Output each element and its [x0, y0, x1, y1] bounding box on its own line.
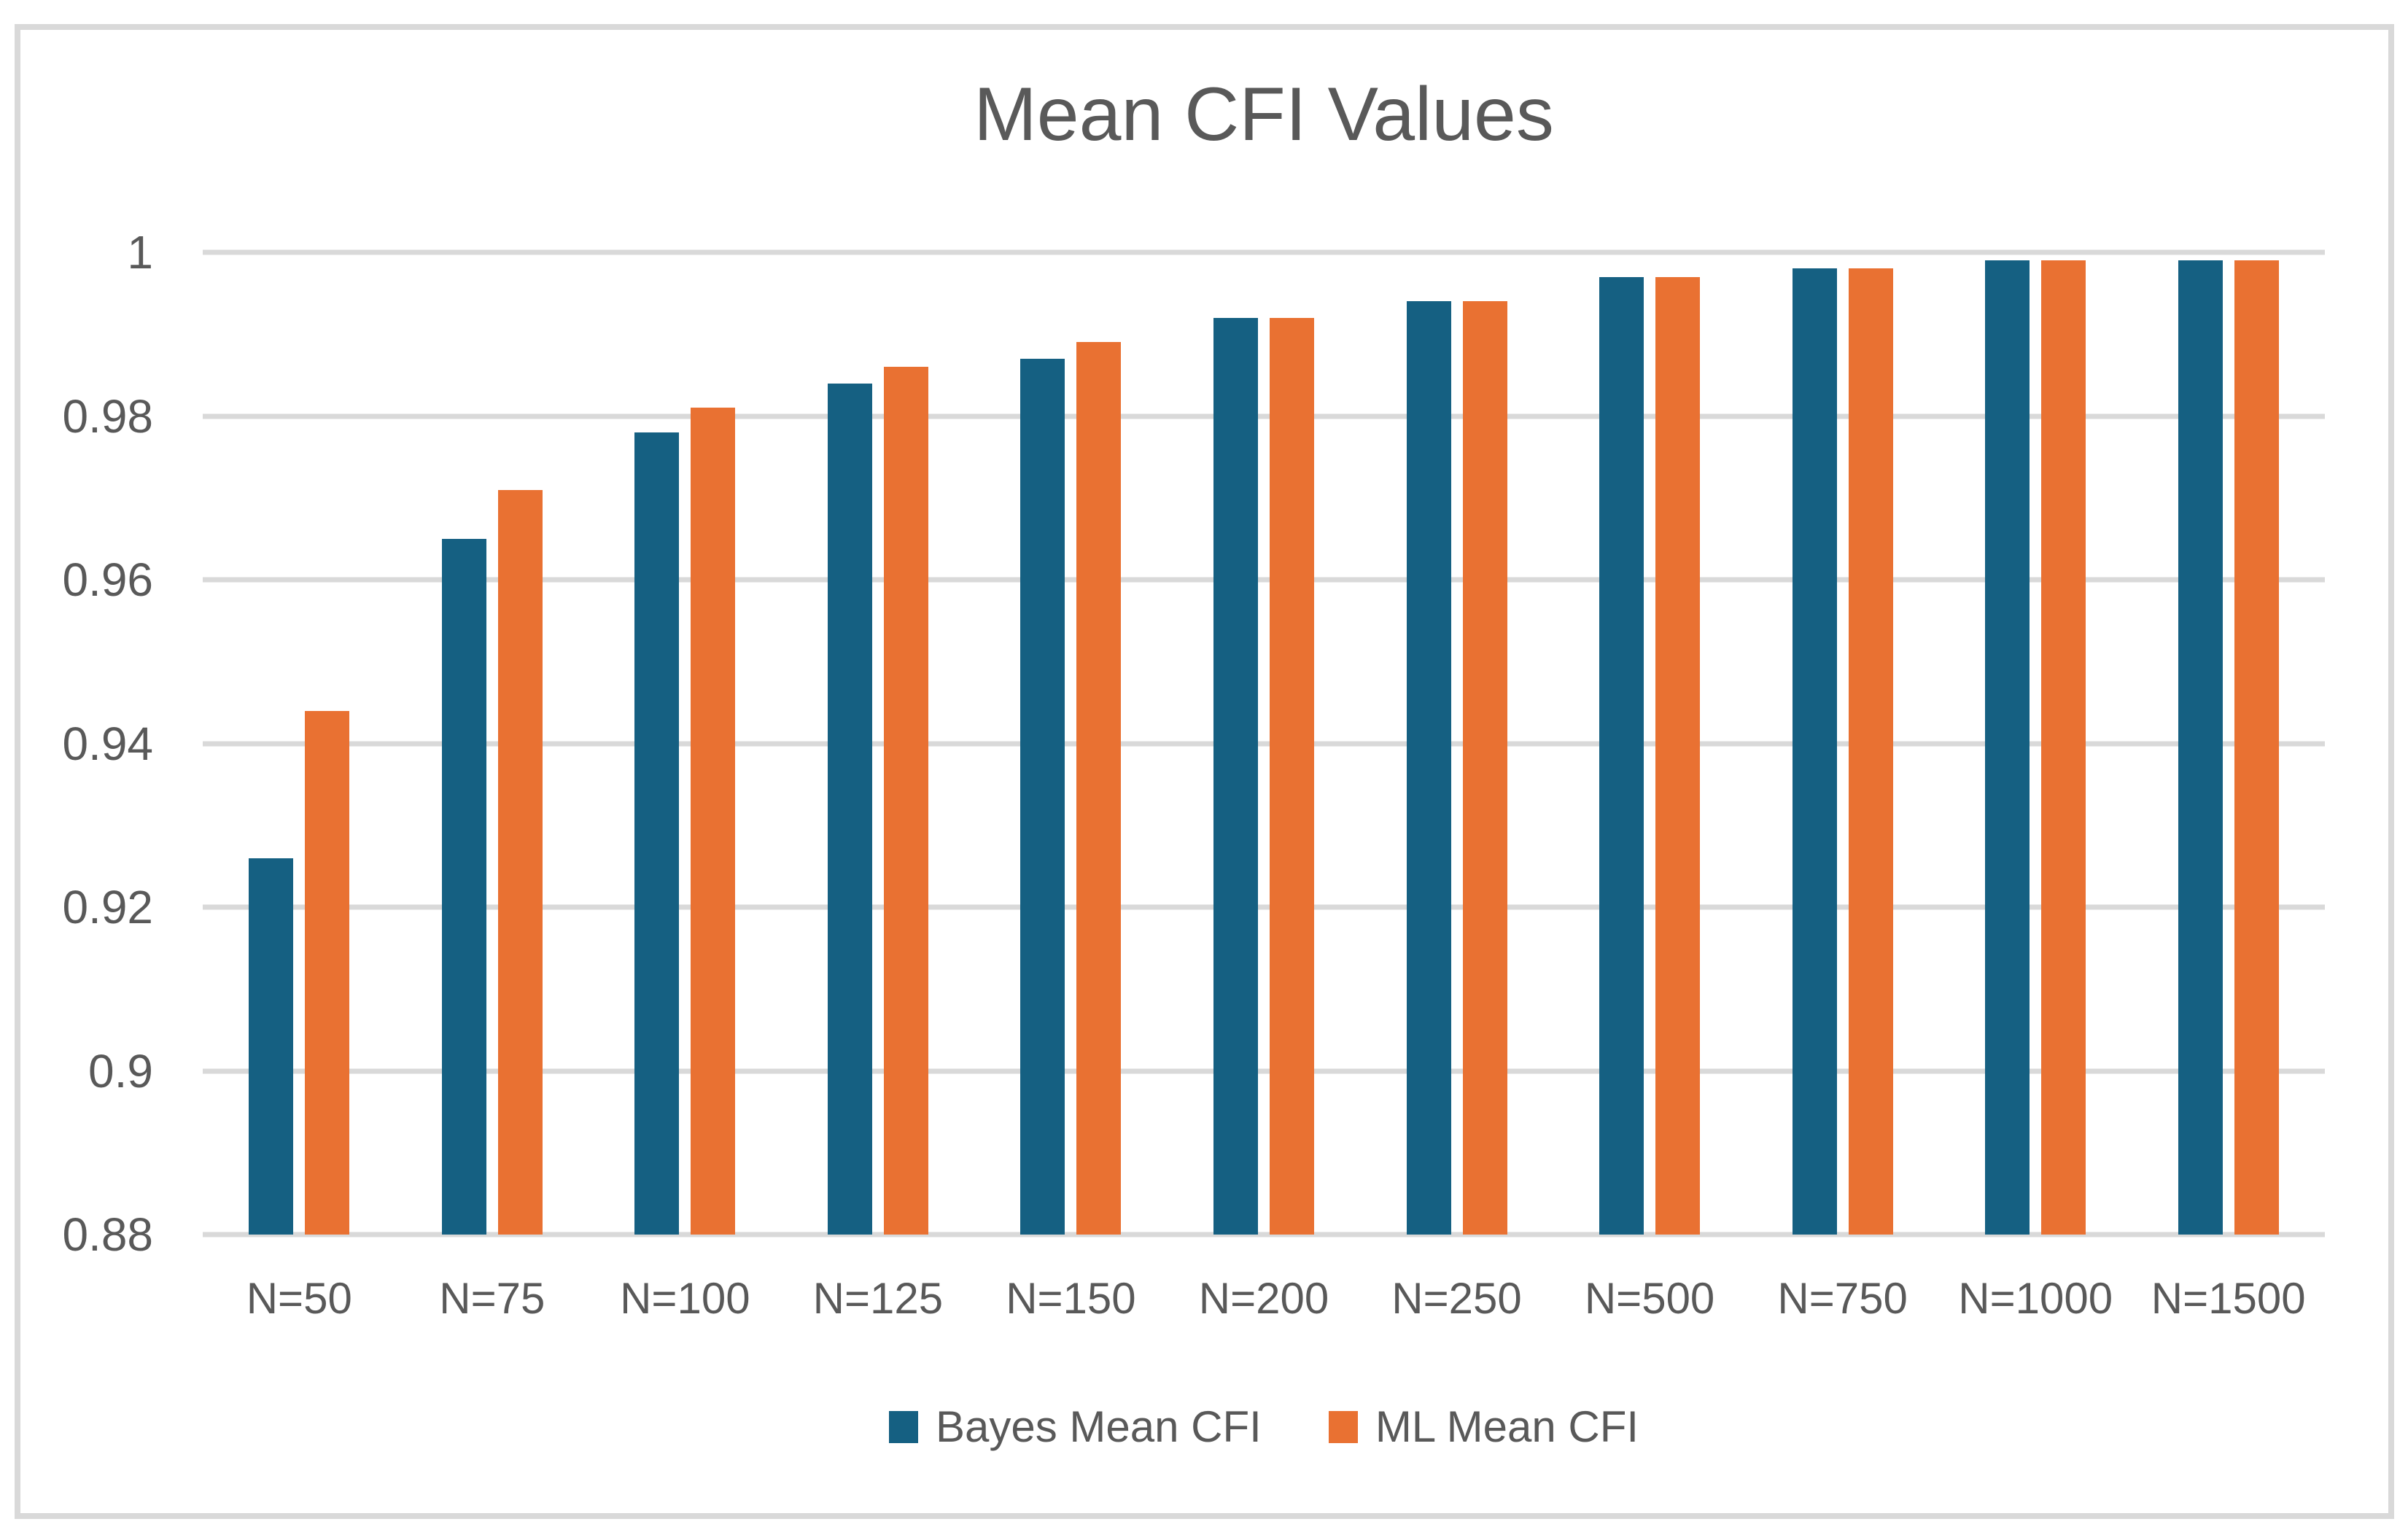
y-tick-label: 0.98 [62, 389, 153, 443]
bar-bayes-mean-cfi [249, 858, 294, 1235]
legend-swatch-icon [1328, 1411, 1358, 1443]
chart-title: Mean CFI Values [974, 72, 1554, 157]
bar-bayes-mean-cfi [1599, 276, 1644, 1235]
bar-group [1553, 252, 1747, 1235]
x-tick-label: N=200 [1198, 1274, 1329, 1323]
y-tick-label: 1 [127, 226, 153, 279]
bar-group [589, 252, 782, 1235]
x-tick-label: N=125 [812, 1274, 944, 1323]
bar-groups [203, 252, 2325, 1235]
x-tick-label: N=150 [1006, 1274, 1136, 1323]
gridline [203, 904, 2325, 910]
gridline [203, 1232, 2325, 1237]
y-tick-label: 0.88 [62, 1208, 153, 1261]
bar-group [974, 252, 1168, 1235]
plot-area [203, 249, 2325, 1237]
legend-item: Bayes Mean CFI [888, 1402, 1262, 1451]
bar-ml-mean-cfi [1655, 276, 1701, 1235]
bar-bayes-mean-cfi [1792, 268, 1837, 1235]
bar-bayes-mean-cfi [1406, 301, 1451, 1235]
x-tick-label: N=100 [620, 1274, 750, 1323]
y-axis: 0.88 0.9 0.92 0.94 0.96 0.98 1 [29, 229, 153, 1258]
bar-group [1360, 252, 1553, 1235]
legend-item: ML Mean CFI [1328, 1402, 1639, 1451]
bar-group [203, 252, 396, 1235]
bar-ml-mean-cfi [2234, 260, 2279, 1235]
x-tick-label: N=250 [1391, 1274, 1522, 1323]
bar-bayes-mean-cfi [1020, 358, 1065, 1235]
gridline [203, 413, 2325, 419]
bar-group [396, 252, 589, 1235]
bar-bayes-mean-cfi [2178, 260, 2223, 1235]
bar-group [2132, 252, 2325, 1235]
legend-swatch-icon [888, 1411, 918, 1443]
bar-ml-mean-cfi [1076, 342, 1122, 1235]
bar-group [1939, 252, 2132, 1235]
bar-ml-mean-cfi [691, 408, 736, 1235]
bar-bayes-mean-cfi [1213, 317, 1258, 1235]
x-tick-label: N=1500 [2151, 1274, 2306, 1323]
y-tick-label: 0.9 [88, 1044, 153, 1097]
gridline [203, 577, 2325, 583]
gridline [203, 249, 2325, 255]
x-tick-label: N=1000 [1958, 1274, 2113, 1323]
bar-ml-mean-cfi [1269, 317, 1314, 1235]
bar-bayes-mean-cfi [441, 538, 486, 1235]
x-tick-label: N=75 [439, 1274, 545, 1323]
legend-label: Bayes Mean CFI [935, 1402, 1262, 1451]
x-tick-label: N=500 [1584, 1274, 1715, 1323]
y-tick-label: 0.92 [62, 881, 153, 933]
gridline [203, 1068, 2325, 1073]
legend: Bayes Mean CFI ML Mean CFI [203, 1404, 2325, 1450]
y-tick-label: 0.96 [62, 553, 153, 606]
bar-ml-mean-cfi [497, 489, 543, 1235]
bar-group [1168, 252, 1361, 1235]
y-tick-label: 0.94 [62, 717, 153, 770]
bar-group [1746, 252, 1939, 1235]
x-tick-label: N=750 [1777, 1274, 1908, 1323]
gridline [203, 741, 2325, 746]
bar-ml-mean-cfi [883, 367, 928, 1235]
bar-ml-mean-cfi [1848, 268, 1893, 1235]
bar-ml-mean-cfi [1462, 301, 1507, 1235]
legend-label: ML Mean CFI [1375, 1402, 1639, 1451]
bar-ml-mean-cfi [305, 710, 350, 1235]
bar-ml-mean-cfi [2041, 260, 2086, 1235]
bar-group [782, 252, 975, 1235]
bar-bayes-mean-cfi [1985, 260, 2030, 1235]
x-tick-label: N=50 [246, 1274, 352, 1323]
x-axis: N=50 N=75 N=100 N=125 N=150 N=200 N=250 N=500 N=… [203, 1272, 2325, 1331]
bar-bayes-mean-cfi [634, 432, 680, 1235]
bar-bayes-mean-cfi [827, 383, 872, 1235]
